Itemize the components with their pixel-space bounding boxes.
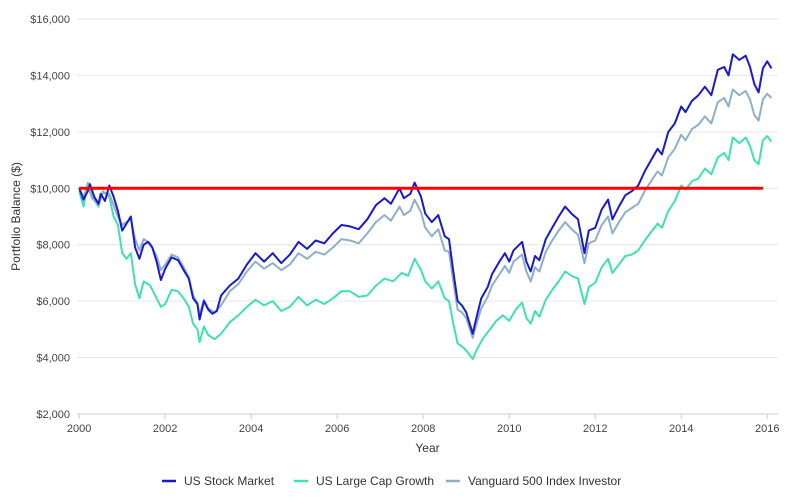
x-tick-label: 2006 <box>325 423 349 435</box>
y-tick-label: $12,000 <box>30 127 70 139</box>
series-line-us-stock-market <box>78 53 773 335</box>
series-lines <box>78 53 773 360</box>
legend-label: US Large Cap Growth <box>316 474 434 488</box>
series-line-us-large-cap-growth <box>78 135 773 360</box>
x-tick-label: 2014 <box>669 423 693 435</box>
y-axis-title: Portfolio Balance ($) <box>9 162 23 271</box>
y-tick-label: $14,000 <box>30 70 70 82</box>
y-axis: $2,000 $4,000 $6,000 $8,000 $10,000 $12,000 $1… <box>30 14 70 421</box>
y-tick-label: $2,000 <box>36 409 70 421</box>
x-tick-label: 2000 <box>67 423 91 435</box>
y-tick-label: $8,000 <box>36 240 70 252</box>
y-tick-label: $10,000 <box>30 183 70 195</box>
series-line-vanguard-500-index-investor <box>78 88 773 339</box>
legend-label: Vanguard 500 Index Investor <box>468 474 621 488</box>
y-tick-label: $16,000 <box>30 14 70 26</box>
y-tick-label: $6,000 <box>36 296 70 308</box>
x-tick-label: 2012 <box>583 423 607 435</box>
x-tick-label: 2010 <box>497 423 521 435</box>
y-tick-label: $4,000 <box>36 353 70 365</box>
x-axis: 2000 2002 2004 2006 2008 2010 2012 2014 2016 <box>67 414 779 435</box>
legend-label: US Stock Market <box>184 474 275 488</box>
x-tick-label: 2016 <box>755 423 779 435</box>
x-axis-title: Year <box>415 441 439 455</box>
x-tick-label: 2008 <box>411 423 435 435</box>
x-tick-label: 2004 <box>239 423 263 435</box>
legend: US Stock Market US Large Cap Growth Vangua… <box>162 474 621 488</box>
x-tick-label: 2002 <box>153 423 177 435</box>
